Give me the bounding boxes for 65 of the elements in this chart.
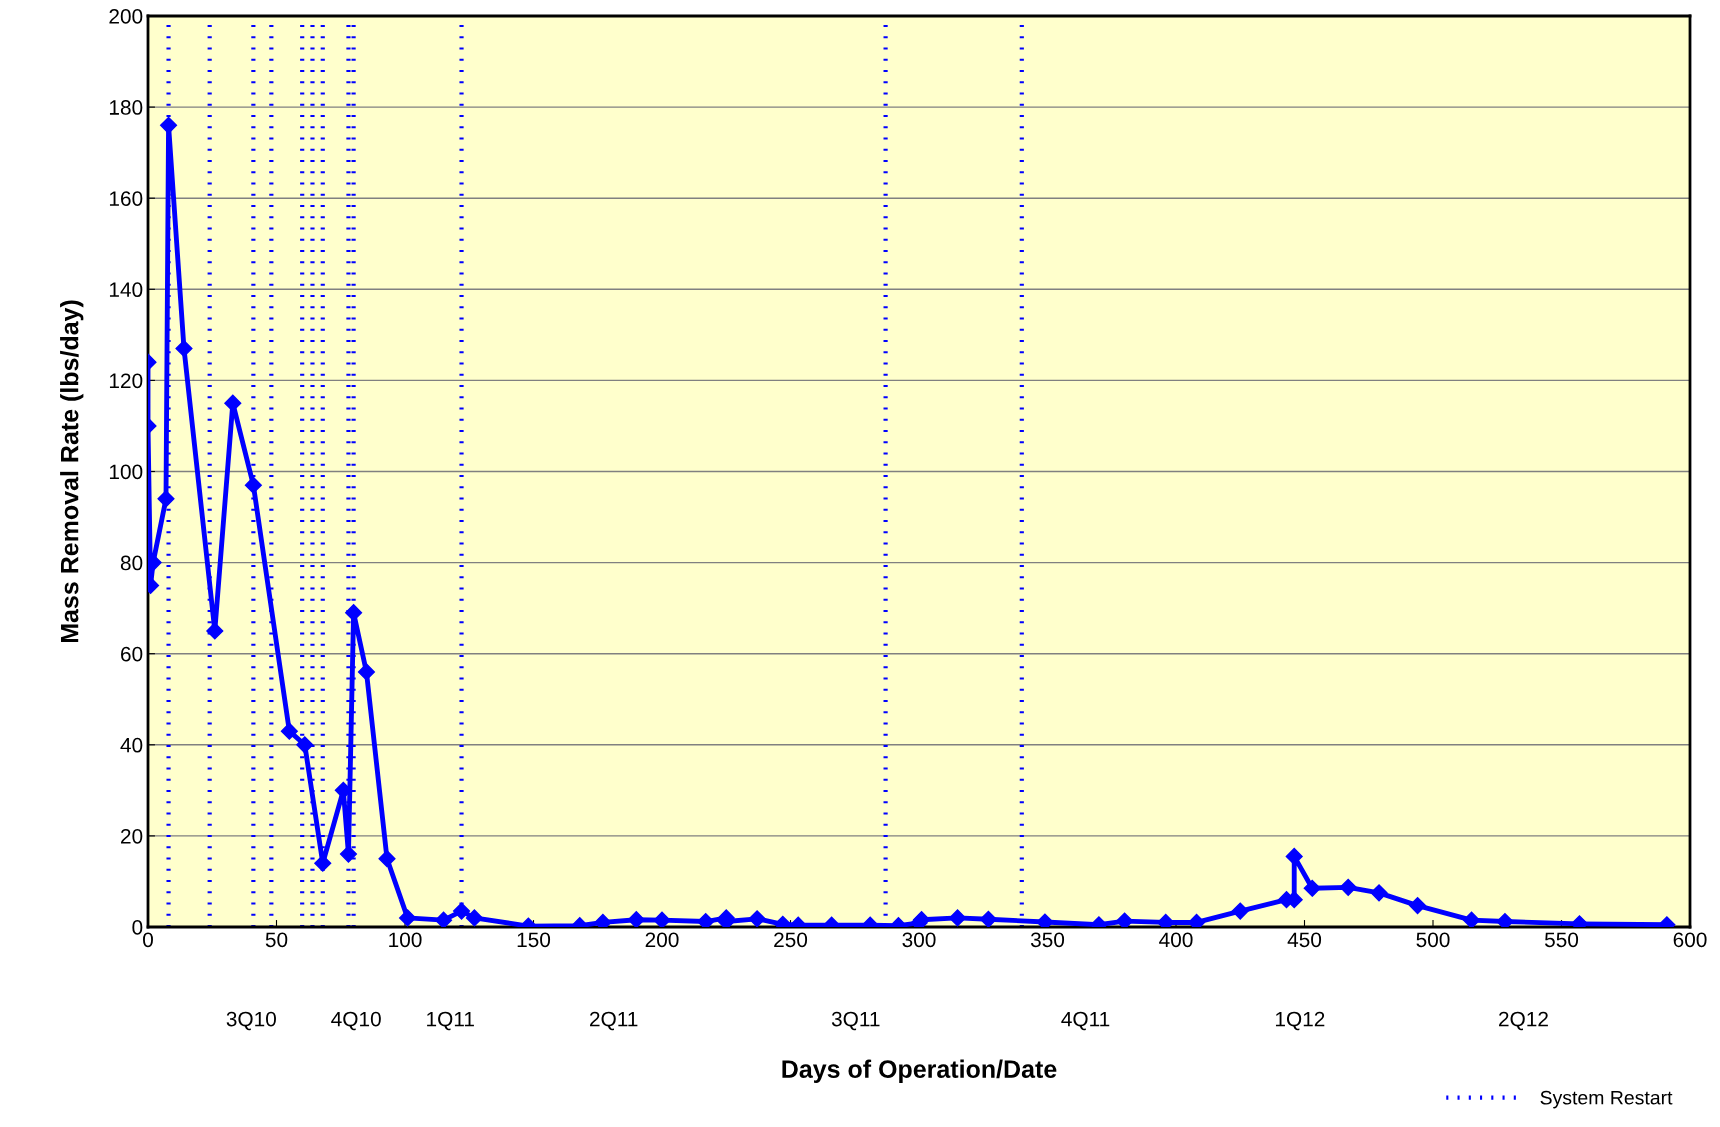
legend-label: System Restart — [1540, 1090, 1673, 1109]
point — [1339, 878, 1357, 896]
point — [748, 910, 766, 927]
point — [1496, 912, 1514, 927]
x-tick-label: 550 — [1544, 932, 1579, 948]
point — [1370, 884, 1388, 902]
text: 2Q11 — [590, 1011, 638, 1031]
point — [465, 909, 483, 927]
x-tick-label: 300 — [902, 932, 936, 948]
text: 3Q10 — [226, 1011, 276, 1031]
point — [452, 902, 471, 920]
y-tick-label: 160 — [109, 191, 143, 206]
x-tick-label: 150 — [517, 932, 551, 948]
y-tick-label: 120 — [109, 373, 143, 389]
y-tick-label: 80 — [120, 555, 143, 571]
y-tick-label: 0 — [132, 920, 143, 935]
point — [1036, 913, 1054, 927]
point — [979, 910, 997, 927]
point — [1303, 879, 1321, 897]
point — [280, 722, 298, 740]
y-tick-label: 40 — [120, 737, 143, 753]
point — [206, 622, 224, 640]
point — [653, 911, 671, 927]
point — [339, 845, 358, 863]
y-tick-label: 20 — [121, 828, 143, 844]
point — [160, 116, 178, 134]
text: 3Q11 — [831, 1011, 880, 1031]
point — [244, 476, 262, 494]
x-tick-label: 500 — [1416, 932, 1450, 948]
point — [1116, 912, 1134, 927]
y-tick-label: 200 — [109, 9, 143, 24]
text: 1Q11 — [427, 1011, 474, 1031]
point — [357, 663, 376, 681]
x-tick-label: 50 — [265, 932, 288, 948]
point — [378, 850, 396, 868]
point — [627, 911, 645, 927]
y-tick-label: 60 — [121, 646, 143, 662]
x-tick-label: 0 — [143, 932, 153, 948]
x-tick-label: 350 — [1030, 932, 1065, 948]
point — [1409, 897, 1427, 915]
y-tick-label: 180 — [109, 100, 143, 115]
point — [1463, 911, 1481, 927]
point — [296, 736, 314, 754]
text: 2Q12 — [1499, 1011, 1548, 1031]
x-tick-label: 250 — [774, 932, 808, 948]
y-axis-title: Mass Removal Rate (lbs/day) — [60, 300, 84, 643]
text: 4Q10 — [331, 1011, 381, 1031]
x-tick-label: 200 — [645, 932, 679, 948]
point — [697, 912, 715, 927]
point — [434, 911, 453, 927]
point — [175, 339, 193, 358]
x-tick-label: 400 — [1159, 932, 1193, 948]
y-tick-label: 100 — [109, 464, 143, 480]
point — [399, 909, 417, 927]
point — [1231, 902, 1249, 920]
x-tick-label: 450 — [1287, 932, 1322, 948]
x-axis-title: Days of Operation/Date — [782, 1059, 1057, 1083]
x-tick-label: 600 — [1673, 932, 1707, 948]
point — [1285, 847, 1303, 865]
x-tick-label: 100 — [389, 932, 422, 948]
text: 4Q11 — [1061, 1011, 1110, 1031]
text: 1Q12 — [1275, 1011, 1325, 1031]
point — [948, 909, 967, 927]
y-tick-label: 140 — [109, 282, 143, 298]
point — [157, 490, 175, 508]
